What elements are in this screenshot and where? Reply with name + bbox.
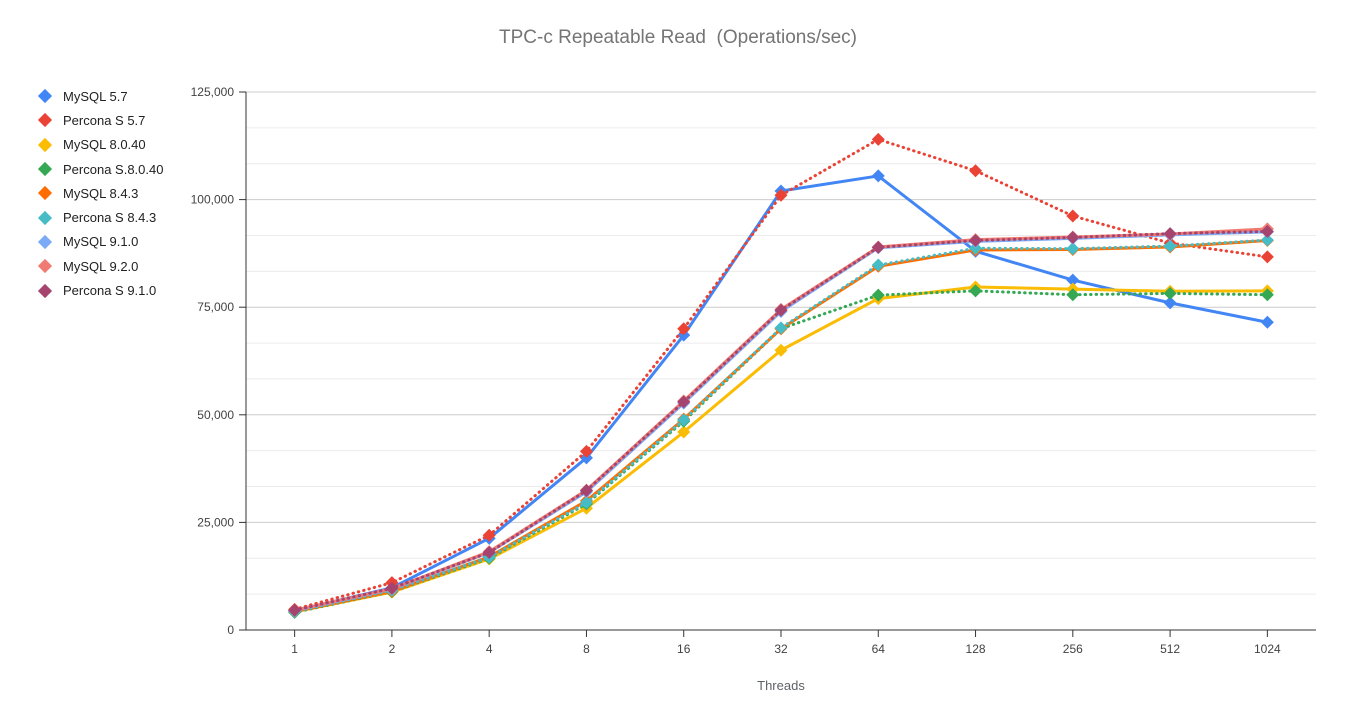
legend-label: Percona S 5.7 [63, 112, 146, 128]
data-point-percona-s-9-1-0[interactable] [385, 581, 399, 595]
data-point-percona-s-8-4-3[interactable] [871, 258, 885, 272]
x-tick-label: 8 [583, 642, 590, 656]
legend-label: MySQL 8.4.3 [63, 185, 139, 201]
data-point-percona-s-5-7[interactable] [482, 528, 496, 542]
x-tick-label: 1024 [1254, 642, 1281, 656]
data-point-percona-s-9-1-0[interactable] [677, 395, 691, 409]
legend-label: MySQL 5.7 [63, 88, 128, 104]
y-tick-label: 125,000 [191, 85, 235, 99]
data-point-percona-s-8-4-3[interactable] [774, 321, 788, 335]
data-point-percona-s-8-4-3[interactable] [1066, 242, 1080, 256]
data-point-percona-s-8-0-40[interactable] [1163, 286, 1177, 300]
x-tick-label: 512 [1160, 642, 1180, 656]
series-line-mysql-8-4-3[interactable] [293, 238, 1269, 613]
legend-label: MySQL 8.0.40 [63, 137, 146, 153]
x-tick-label: 256 [1063, 642, 1083, 656]
legend-item-mysql-9-2-0[interactable]: MySQL 9.2.0 [36, 254, 163, 278]
legend-item-percona-s-9-1-0[interactable]: Percona S 9.1.0 [36, 278, 163, 302]
data-point-percona-s-9-1-0[interactable] [774, 303, 788, 317]
data-point-percona-s-8-0-40[interactable] [1066, 288, 1080, 302]
x-tick-label: 128 [966, 642, 986, 656]
legend-label: MySQL 9.2.0 [63, 258, 139, 274]
chart-title: TPC-c Repeatable Read (Operations/sec) [499, 27, 857, 48]
legend-item-mysql-8-0-40[interactable]: MySQL 8.0.40 [36, 133, 163, 157]
data-point-percona-s-9-1-0[interactable] [871, 240, 885, 254]
data-point-mysql-8-0-40[interactable] [774, 343, 788, 357]
data-point-percona-s-5-7[interactable] [677, 322, 691, 336]
x-tick-label: 16 [677, 642, 691, 656]
x-tick-label: 4 [486, 642, 493, 656]
data-point-percona-s-5-7[interactable] [871, 132, 885, 146]
series-percona-s-9-1-0[interactable] [288, 224, 1274, 617]
legend-item-percona-s-8-0-40[interactable]: Percona S.8.0.40 [36, 157, 163, 181]
data-point-percona-s-9-1-0[interactable] [1260, 224, 1274, 238]
data-point-percona-s-5-7[interactable] [774, 188, 788, 202]
data-point-percona-s-8-0-40[interactable] [969, 284, 983, 298]
legend: MySQL 5.7 Percona S 5.7 MySQL 8.0.40 Percon… [36, 84, 163, 303]
legend-item-percona-s-8-4-3[interactable]: Percona S 8.4.3 [36, 205, 163, 229]
data-point-percona-s-8-0-40[interactable] [871, 288, 885, 302]
data-point-mysql-5-7[interactable] [1066, 273, 1080, 287]
data-point-percona-s-8-4-3[interactable] [1163, 239, 1177, 253]
data-point-percona-s-5-7[interactable] [1066, 209, 1080, 223]
series-mysql-9-2-0[interactable] [288, 222, 1274, 617]
data-point-percona-s-9-1-0[interactable] [482, 546, 496, 560]
data-point-mysql-5-7[interactable] [1163, 296, 1177, 310]
data-point-percona-s-9-1-0[interactable] [1066, 230, 1080, 244]
data-point-percona-s-8-4-3[interactable] [969, 241, 983, 255]
data-point-percona-s-8-0-40[interactable] [1260, 288, 1274, 302]
legend-item-mysql-9-1-0[interactable]: MySQL 9.1.0 [36, 230, 163, 254]
legend-item-mysql-8-4-3[interactable]: MySQL 8.4.3 [36, 181, 163, 205]
legend-label: Percona S 9.1.0 [63, 283, 157, 299]
data-point-percona-s-9-1-0[interactable] [969, 233, 983, 247]
y-tick-label: 50,000 [197, 408, 234, 422]
x-tick-label: 1 [291, 642, 298, 656]
x-tick-label: 64 [872, 642, 886, 656]
data-point-percona-s-8-4-3[interactable] [1260, 233, 1274, 247]
series-line-percona-s-8-4-3[interactable] [293, 238, 1269, 613]
series-line-percona-s-9-1-0[interactable] [293, 229, 1269, 612]
series-line-percona-s-5-7[interactable] [293, 137, 1269, 611]
legend-item-percona-s-5-7[interactable]: Percona S 5.7 [36, 108, 163, 132]
y-tick-label: 100,000 [191, 193, 235, 207]
x-tick-label: 32 [774, 642, 788, 656]
series-percona-s-8-4-3[interactable] [288, 233, 1274, 618]
series-line-mysql-9-2-0[interactable] [293, 227, 1269, 612]
series-line-mysql-9-1-0[interactable] [293, 230, 1269, 613]
data-point-percona-s-8-4-3[interactable] [579, 496, 593, 510]
data-point-percona-s-9-1-0[interactable] [579, 484, 593, 498]
series-percona-s-5-7[interactable] [288, 132, 1274, 616]
x-tick-label: 2 [389, 642, 396, 656]
legend-label: Percona S.8.0.40 [63, 161, 164, 177]
data-point-percona-s-9-1-0[interactable] [288, 603, 302, 617]
x-axis-title: Threads [757, 678, 805, 693]
data-point-mysql-8-0-40[interactable] [677, 425, 691, 439]
legend-item-mysql-5-7[interactable]: MySQL 5.7 [36, 84, 163, 108]
data-point-percona-s-8-4-3[interactable] [677, 413, 691, 427]
data-point-percona-s-5-7[interactable] [1260, 250, 1274, 264]
data-point-percona-s-5-7[interactable] [969, 164, 983, 178]
series-line-mysql-5-7[interactable] [293, 174, 1269, 613]
data-point-mysql-5-7[interactable] [871, 169, 885, 183]
y-tick-label: 25,000 [197, 515, 234, 529]
y-tick-label: 75,000 [197, 300, 234, 314]
data-point-percona-s-5-7[interactable] [579, 444, 593, 458]
data-point-percona-s-9-1-0[interactable] [1163, 227, 1177, 241]
data-point-mysql-5-7[interactable] [1260, 315, 1274, 329]
legend-label: Percona S 8.4.3 [63, 210, 157, 226]
y-tick-label: 0 [227, 623, 234, 637]
legend-label: MySQL 9.1.0 [63, 234, 139, 250]
